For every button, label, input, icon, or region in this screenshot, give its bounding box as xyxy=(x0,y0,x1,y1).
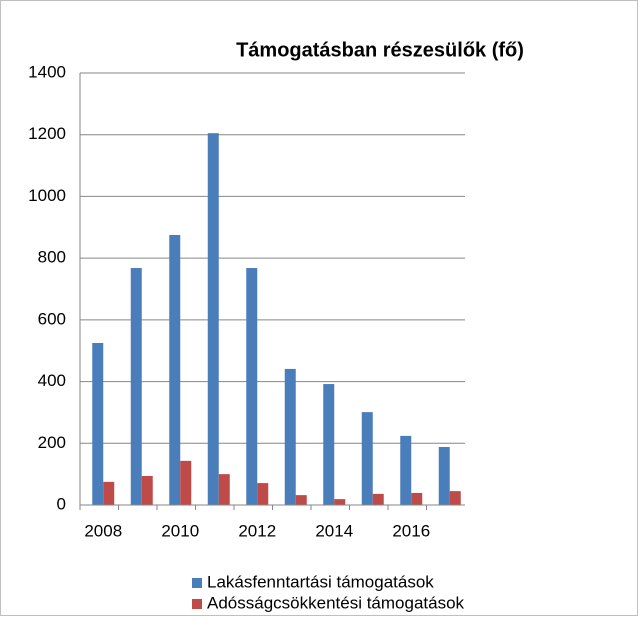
bar xyxy=(372,493,384,505)
y-tick-label: 1400 xyxy=(28,62,66,81)
chart-title: Támogatásban részesülők (fő) xyxy=(236,39,524,61)
x-tick-label: 2014 xyxy=(315,521,353,540)
bar xyxy=(361,412,373,505)
y-tick-label: 400 xyxy=(38,371,66,390)
bar xyxy=(411,492,423,505)
bar xyxy=(323,384,335,505)
bar xyxy=(295,495,307,505)
bar xyxy=(180,460,192,505)
bar xyxy=(334,499,346,505)
bar xyxy=(257,483,269,505)
x-tick-label: 2016 xyxy=(392,521,430,540)
bar xyxy=(449,491,461,505)
bar xyxy=(130,268,142,505)
x-tick-label: 2010 xyxy=(161,521,199,540)
y-tick-label: 0 xyxy=(57,494,66,513)
y-tick-label: 800 xyxy=(38,248,66,267)
bar xyxy=(284,368,296,505)
y-tick-label: 200 xyxy=(38,433,66,452)
bar xyxy=(218,474,230,505)
y-tick-label: 600 xyxy=(38,309,66,328)
bar xyxy=(246,268,258,505)
bar xyxy=(207,133,219,505)
bar xyxy=(141,475,153,505)
x-tick-label: 2012 xyxy=(238,521,276,540)
y-tick-label: 1200 xyxy=(28,124,66,143)
bar xyxy=(169,235,181,505)
legend-swatch xyxy=(192,599,202,609)
y-tick-label: 1000 xyxy=(28,186,66,205)
bar xyxy=(103,481,115,505)
bar xyxy=(400,435,412,505)
x-tick-label: 2008 xyxy=(84,521,122,540)
legend-label: Lakásfenntartási támogatások xyxy=(207,572,434,591)
legend-swatch xyxy=(192,578,202,588)
legend-label: Adósságcsökkentési támogatások xyxy=(207,593,465,612)
bar xyxy=(92,343,104,505)
bar xyxy=(438,446,450,505)
